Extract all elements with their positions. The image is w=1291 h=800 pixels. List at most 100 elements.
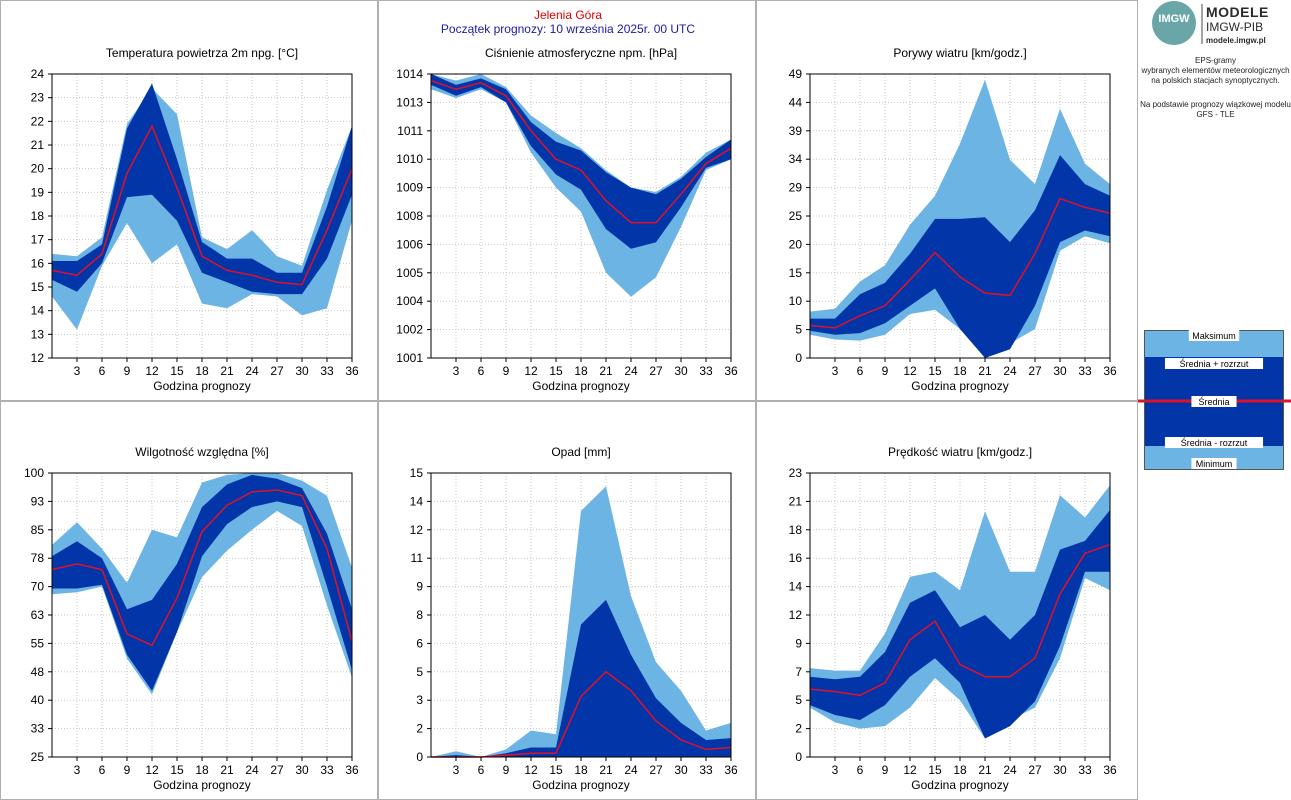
- y-tick-label: 1002: [396, 323, 423, 337]
- x-tick-label: 6: [857, 364, 864, 378]
- logo-url: modele.imgw.pl: [1206, 36, 1266, 45]
- y-tick-label: 20: [789, 237, 803, 251]
- x-tick-label: 36: [1103, 763, 1117, 777]
- x-tick-label: 30: [1053, 364, 1067, 378]
- x-tick-label: 12: [524, 364, 538, 378]
- y-tick-label: 11: [411, 551, 424, 565]
- x-tick-label: 24: [1003, 364, 1017, 378]
- x-tick-label: 30: [295, 763, 309, 777]
- x-tick-label: 30: [1053, 763, 1067, 777]
- y-tick-label: 22: [31, 114, 45, 128]
- y-tick-label: 2: [416, 722, 423, 736]
- x-tick-label: 9: [124, 364, 131, 378]
- y-tick-label: 5: [795, 323, 802, 337]
- band-mean-spread: [52, 83, 352, 295]
- y-tick-label: 93: [31, 494, 45, 508]
- x-tick-label: 9: [503, 763, 510, 777]
- y-tick-label: 85: [31, 523, 45, 537]
- chart-title: Temperatura powietrza 2m npg. [°C]: [106, 46, 298, 60]
- panel-frame: [0, 0, 378, 401]
- y-tick-label: 1014: [396, 67, 423, 81]
- y-tick-label: 23: [31, 91, 45, 105]
- y-tick-label: 14: [410, 494, 424, 508]
- y-tick-label: 14: [789, 580, 803, 594]
- y-tick-label: 1011: [397, 124, 423, 138]
- chart-title: Porywy wiatru [km/godz.]: [893, 46, 1026, 60]
- x-tick-label: 18: [195, 763, 209, 777]
- x-tick-label: 3: [832, 763, 839, 777]
- x-tick-label: 30: [674, 763, 688, 777]
- x-tick-label: 9: [503, 364, 510, 378]
- description-bottom: Na podstawie prognozy wiązkowej modelu G…: [1140, 100, 1291, 120]
- x-tick-label: 3: [453, 763, 460, 777]
- logo-title: MODELE: [1206, 4, 1269, 20]
- mean-line: [809, 543, 1111, 697]
- x-tick-label: 36: [724, 364, 738, 378]
- y-tick-label: 49: [789, 67, 803, 81]
- x-axis-label: Godzina prognozy: [153, 778, 250, 792]
- x-tick-label: 6: [99, 763, 106, 777]
- y-tick-label: 25: [31, 750, 45, 764]
- mean-line: [809, 197, 1111, 329]
- x-tick-label: 21: [599, 364, 613, 378]
- y-tick-label: 16: [31, 256, 45, 270]
- y-tick-label: 29: [789, 181, 803, 195]
- x-tick-label: 3: [453, 364, 460, 378]
- y-tick-label: 13: [31, 327, 45, 341]
- y-tick-label: 1013: [396, 95, 423, 109]
- x-tick-label: 6: [99, 364, 106, 378]
- y-tick-label: 70: [31, 580, 45, 594]
- x-tick-label: 18: [574, 763, 588, 777]
- legend-label-min: Minimum: [1196, 459, 1233, 469]
- y-tick-label: 18: [31, 209, 45, 223]
- y-tick-label: 12: [31, 351, 45, 365]
- x-axis-label: Godzina prognozy: [532, 778, 629, 792]
- x-tick-label: 9: [882, 364, 889, 378]
- chart-panel: 1001 1002 1004 1005 1006 1008 1009 1010 1011 1013…: [396, 46, 738, 393]
- y-tick-label: 23: [789, 466, 803, 480]
- logo-mark: IMGW: [1158, 13, 1190, 25]
- logo-subtitle: IMGW-PIB: [1206, 20, 1264, 34]
- x-tick-label: 12: [524, 763, 538, 777]
- y-tick-label: 33: [31, 722, 45, 736]
- x-tick-label: 15: [549, 763, 563, 777]
- y-tick-label: 39: [789, 124, 803, 138]
- y-tick-label: 10: [789, 294, 803, 308]
- x-tick-label: 36: [345, 763, 359, 777]
- x-tick-label: 27: [270, 763, 284, 777]
- y-tick-label: 5: [795, 693, 802, 707]
- x-tick-label: 24: [624, 763, 638, 777]
- x-tick-label: 15: [170, 763, 184, 777]
- x-tick-label: 6: [478, 763, 485, 777]
- x-tick-label: 15: [170, 364, 184, 378]
- x-tick-label: 3: [74, 763, 81, 777]
- y-tick-label: 0: [795, 750, 802, 764]
- legend-label-mean: Średnia: [1198, 396, 1229, 407]
- band-min-max: [431, 486, 731, 757]
- y-tick-label: 1008: [396, 209, 423, 223]
- y-tick-label: 15: [789, 266, 803, 280]
- x-tick-label: 30: [295, 364, 309, 378]
- x-tick-label: 33: [1078, 364, 1092, 378]
- description-line: EPS-gramy: [1195, 56, 1236, 65]
- forecast-start: Początek prognozy: 10 września 2025r. 00…: [440, 22, 696, 36]
- y-tick-label: 3: [416, 693, 423, 707]
- y-tick-label: 12: [410, 523, 424, 537]
- y-tick-label: 6: [416, 636, 423, 650]
- x-tick-label: 18: [195, 364, 209, 378]
- y-tick-label: 18: [789, 523, 803, 537]
- legend-label-bg: [1188, 330, 1240, 341]
- y-tick-label: 1005: [396, 266, 423, 280]
- x-tick-label: 27: [649, 364, 663, 378]
- x-tick-label: 12: [903, 763, 917, 777]
- y-tick-label: 78: [31, 551, 45, 565]
- y-tick-label: 2: [795, 722, 802, 736]
- x-tick-label: 27: [649, 763, 663, 777]
- x-axis-label: Godzina prognozy: [532, 379, 629, 393]
- x-tick-label: 12: [903, 364, 917, 378]
- y-tick-label: 19: [31, 185, 45, 199]
- y-tick-label: 1009: [396, 181, 423, 195]
